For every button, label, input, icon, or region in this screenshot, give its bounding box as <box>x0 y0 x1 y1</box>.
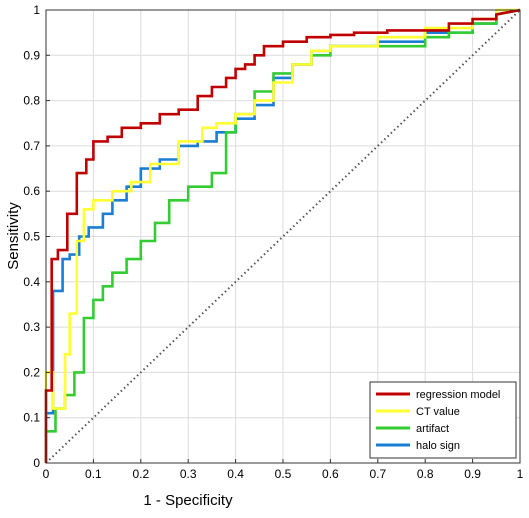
y-tick-label: 0 <box>33 456 40 470</box>
x-tick-label: 0.8 <box>417 467 434 481</box>
x-tick-label: 0.9 <box>464 467 481 481</box>
x-tick-label: 0.6 <box>322 467 339 481</box>
x-tick-label: 0.3 <box>180 467 197 481</box>
x-tick-label: 0.4 <box>227 467 244 481</box>
x-tick-label: 0.5 <box>275 467 292 481</box>
series-line-regression-model <box>44 8 521 463</box>
y-tick-label: 0.1 <box>23 411 40 425</box>
x-ticks: 0 0.1 0.2 0.3 0.4 0.5 0.6 0.7 0.8 0.9 1 <box>43 459 524 481</box>
y-tick-label: 0.9 <box>23 48 40 62</box>
y-tick-label: 1 <box>33 3 40 17</box>
y-axis-label: Sensitivity <box>5 202 22 270</box>
y-tick-label: 0.3 <box>23 320 40 334</box>
series-group <box>44 8 521 463</box>
y-tick-label: 0.8 <box>23 94 40 108</box>
x-tick-label: 0.2 <box>132 467 149 481</box>
x-tick-label: 1 <box>517 467 524 481</box>
y-tick-label: 0.2 <box>23 365 40 379</box>
x-tick-label: 0.7 <box>369 467 386 481</box>
reference-line-group <box>45 9 521 464</box>
y-ticks: 0 0.1 0.2 0.3 0.4 0.5 0.6 0.7 0.8 0.9 1 <box>23 3 50 470</box>
chance-diagonal-line <box>45 9 521 464</box>
legend-label: regression model <box>416 389 500 401</box>
legend: regression model CT value artifact halo sig… <box>369 381 517 459</box>
series-line-artifact <box>44 8 521 463</box>
series-line-ct-value <box>44 8 520 463</box>
x-tick-label: 0 <box>43 467 50 481</box>
y-tick-label: 0.7 <box>23 139 40 153</box>
x-tick-label: 0.1 <box>85 467 102 481</box>
x-axis-label: 1 - Specificity <box>143 492 233 509</box>
y-tick-label: 0.5 <box>23 230 40 244</box>
legend-label: CT value <box>416 406 460 418</box>
legend-label: artifact <box>416 423 449 435</box>
legend-label: halo sign <box>416 440 460 452</box>
y-tick-label: 0.6 <box>23 184 40 198</box>
y-tick-label: 0.4 <box>23 275 40 289</box>
